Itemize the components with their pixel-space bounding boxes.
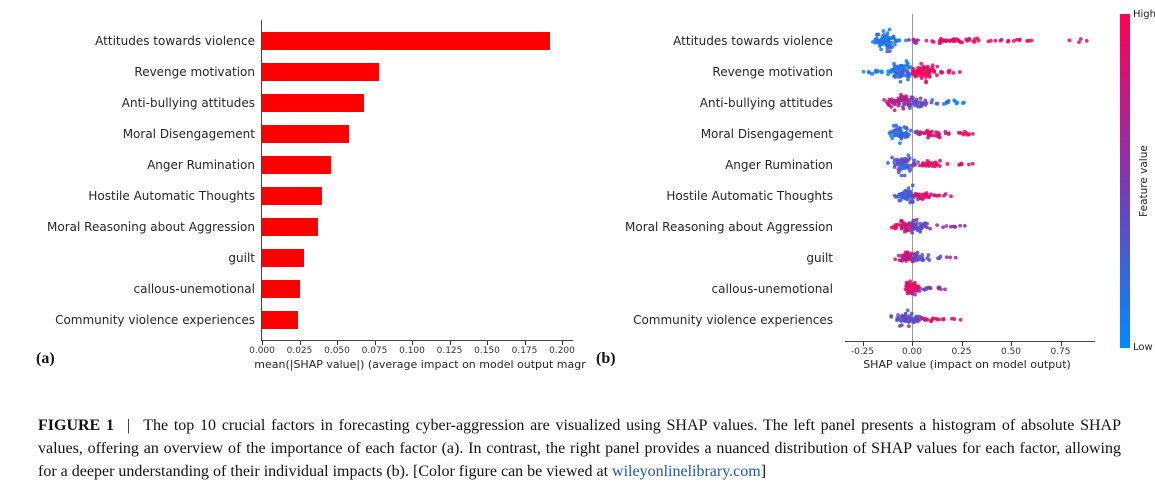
x-tick-mark bbox=[1011, 342, 1012, 346]
x-tick-label: 0.075 bbox=[361, 346, 388, 356]
x-tick-label: 0.000 bbox=[249, 346, 275, 356]
bar bbox=[262, 124, 349, 143]
bar-chart-bottom-spine bbox=[261, 340, 573, 341]
bar bbox=[262, 186, 322, 205]
feature-value-colorbar bbox=[1120, 14, 1130, 348]
x-tick-label: 0.75 bbox=[1050, 347, 1071, 357]
category-label: callous-unemotional bbox=[133, 281, 255, 296]
category-label: Attitudes towards violence bbox=[673, 33, 833, 48]
x-tick-label: 0.100 bbox=[399, 346, 425, 356]
caption-separator: | bbox=[127, 417, 131, 434]
bar-chart-x-axis-label: mean(|SHAP value|) (average impact on mo… bbox=[254, 358, 586, 371]
panel-a-label: (a) bbox=[36, 350, 55, 367]
colorbar-title: Feature value bbox=[1138, 145, 1150, 217]
bar bbox=[262, 155, 331, 174]
category-label: callous-unemotional bbox=[711, 281, 833, 296]
x-tick-label: -0.25 bbox=[850, 347, 875, 357]
beeswarm-canvas bbox=[840, 0, 1110, 350]
caption-text-end: ] bbox=[760, 463, 767, 480]
category-label: Anti-bullying attitudes bbox=[121, 95, 255, 110]
x-tick-mark bbox=[412, 341, 413, 345]
category-label: Moral Reasoning about Aggression bbox=[47, 219, 255, 234]
bar-chart-left-spine bbox=[261, 20, 262, 341]
caption-text: The top 10 crucial factors in forecastin… bbox=[38, 417, 1121, 480]
category-label: Moral Reasoning about Aggression bbox=[625, 219, 833, 234]
figure-caption: FIGURE 1 | The top 10 crucial factors in f… bbox=[38, 414, 1121, 483]
category-label: Anti-bullying attitudes bbox=[699, 95, 833, 110]
x-tick-mark bbox=[487, 341, 488, 345]
x-tick-mark bbox=[961, 342, 963, 346]
x-tick-mark bbox=[449, 341, 451, 345]
category-label: Hostile Automatic Thoughts bbox=[666, 188, 833, 203]
x-tick-mark bbox=[299, 341, 301, 345]
x-tick-mark bbox=[862, 342, 864, 346]
category-label: Moral Disengagement bbox=[700, 126, 833, 141]
colorbar-low-label: Low bbox=[1133, 342, 1153, 353]
beeswarm-bottom-spine bbox=[845, 341, 1095, 342]
bar bbox=[262, 248, 304, 267]
x-tick-label: 0.50 bbox=[1000, 347, 1022, 357]
x-tick-label: 0.25 bbox=[951, 347, 972, 357]
category-label: Revenge motivation bbox=[712, 64, 833, 79]
x-tick-label: 0.150 bbox=[474, 346, 500, 356]
category-label: guilt bbox=[228, 250, 255, 265]
panel-b-label: (b) bbox=[596, 350, 616, 367]
category-label: Moral Disengagement bbox=[122, 126, 255, 141]
bar bbox=[262, 279, 300, 298]
x-tick-label: 0.025 bbox=[286, 346, 313, 356]
caption-figure-number: FIGURE 1 bbox=[38, 417, 114, 434]
x-tick-mark bbox=[337, 341, 338, 345]
category-label: Hostile Automatic Thoughts bbox=[88, 188, 255, 203]
category-label: Revenge motivation bbox=[134, 64, 255, 79]
category-label: Community violence experiences bbox=[633, 312, 833, 327]
beeswarm-x-axis-label: SHAP value (impact on model output) bbox=[863, 358, 1071, 371]
bar bbox=[262, 31, 550, 50]
x-tick-label: 0.125 bbox=[436, 346, 463, 356]
category-label: Attitudes towards violence bbox=[95, 33, 255, 48]
caption-link[interactable]: wileyonlinelibrary.com bbox=[612, 463, 761, 480]
colorbar-high-label: High bbox=[1133, 9, 1155, 20]
x-tick-label: 0.200 bbox=[549, 346, 575, 356]
x-tick-mark bbox=[562, 341, 563, 345]
category-label: Anger Rumination bbox=[725, 157, 833, 172]
x-tick-mark bbox=[262, 341, 263, 345]
x-tick-label: 0.050 bbox=[324, 346, 350, 356]
category-label: Community violence experiences bbox=[55, 312, 255, 327]
bar bbox=[262, 217, 318, 236]
bar bbox=[262, 93, 364, 112]
x-tick-mark bbox=[374, 341, 376, 345]
category-label: guilt bbox=[806, 250, 833, 265]
x-tick-mark bbox=[1060, 342, 1062, 346]
x-tick-label: 0.00 bbox=[901, 347, 923, 357]
x-tick-label: 0.175 bbox=[511, 346, 538, 356]
category-label: Anger Rumination bbox=[147, 157, 255, 172]
x-tick-mark bbox=[524, 341, 526, 345]
x-tick-mark bbox=[912, 342, 913, 346]
bar bbox=[262, 310, 298, 329]
bar bbox=[262, 62, 379, 81]
